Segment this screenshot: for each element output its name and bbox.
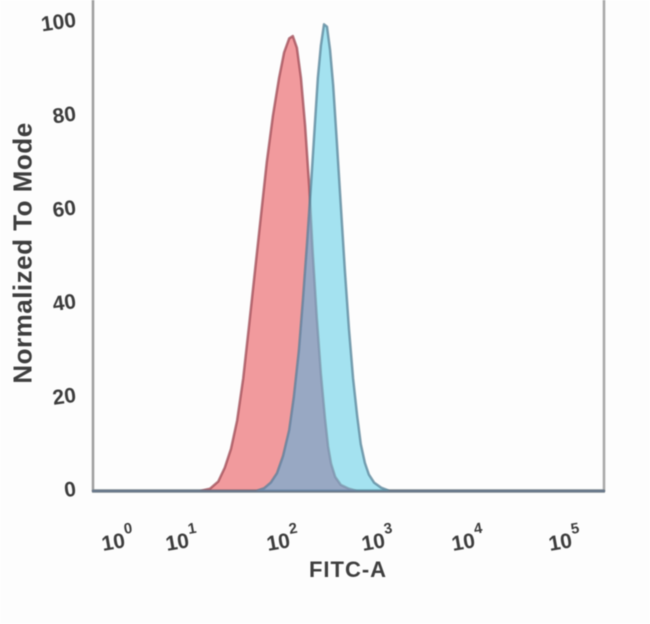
y-tick-label: 0 (63, 478, 78, 502)
x-tick-exponent: 2 (287, 520, 298, 538)
x-tick-base: 10 (265, 529, 292, 556)
x-tick-base: 10 (164, 529, 191, 556)
x-axis-title: FITC-A (308, 557, 388, 582)
x-tick-label: 103 (358, 520, 396, 556)
x-tick-label: 104 (448, 520, 486, 556)
x-tick-exponent: 5 (569, 520, 580, 538)
x-tick-exponent: 3 (382, 520, 393, 538)
y-tick-label: 60 (51, 196, 77, 222)
y-tick-label: 20 (51, 384, 77, 410)
x-tick-label: 100 (98, 520, 136, 556)
x-tick-base: 10 (360, 529, 387, 556)
x-tick-base: 10 (100, 529, 127, 556)
cyan-peak-curve (91, 23, 606, 493)
x-tick-label: 102 (263, 520, 301, 556)
x-tick-label: 105 (545, 520, 583, 556)
overlap-region (256, 204, 358, 492)
y-tick-label: 80 (51, 102, 77, 128)
y-tick-label: 40 (51, 290, 77, 316)
x-tick-exponent: 1 (186, 520, 197, 538)
x-tick-label: 101 (162, 520, 200, 556)
y-tick-label: 100 (40, 9, 78, 37)
x-tick-base: 10 (547, 529, 574, 556)
x-tick-exponent: 4 (472, 520, 484, 538)
x-tick-base: 10 (450, 529, 477, 556)
x-tick-exponent: 0 (122, 520, 133, 538)
y-axis-title: Normalized To Mode (7, 122, 38, 384)
